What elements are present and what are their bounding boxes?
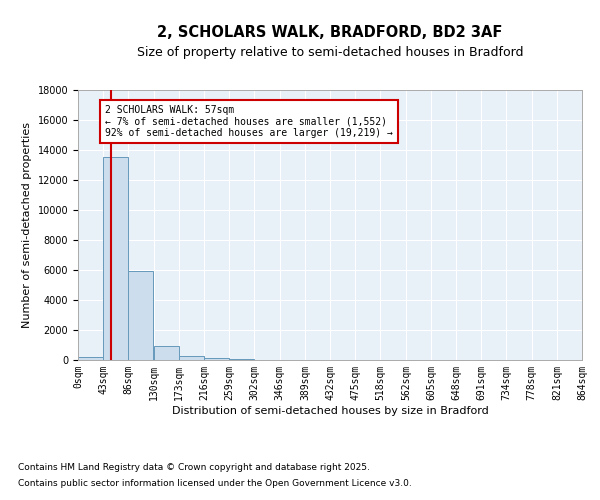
Bar xyxy=(179,356,204,360)
Bar xyxy=(103,158,128,360)
Text: Size of property relative to semi-detached houses in Bradford: Size of property relative to semi-detach… xyxy=(137,46,523,59)
Text: 2, SCHOLARS WALK, BRADFORD, BD2 3AF: 2, SCHOLARS WALK, BRADFORD, BD2 3AF xyxy=(157,25,503,40)
X-axis label: Distribution of semi-detached houses by size in Bradford: Distribution of semi-detached houses by … xyxy=(172,406,488,415)
Bar xyxy=(128,271,153,360)
Bar xyxy=(204,358,229,360)
Bar xyxy=(229,359,254,360)
Text: 2 SCHOLARS WALK: 57sqm
← 7% of semi-detached houses are smaller (1,552)
92% of s: 2 SCHOLARS WALK: 57sqm ← 7% of semi-deta… xyxy=(105,105,393,138)
Bar xyxy=(154,346,179,360)
Y-axis label: Number of semi-detached properties: Number of semi-detached properties xyxy=(22,122,32,328)
Bar xyxy=(78,357,103,360)
Text: Contains HM Land Registry data © Crown copyright and database right 2025.: Contains HM Land Registry data © Crown c… xyxy=(18,464,370,472)
Text: Contains public sector information licensed under the Open Government Licence v3: Contains public sector information licen… xyxy=(18,478,412,488)
